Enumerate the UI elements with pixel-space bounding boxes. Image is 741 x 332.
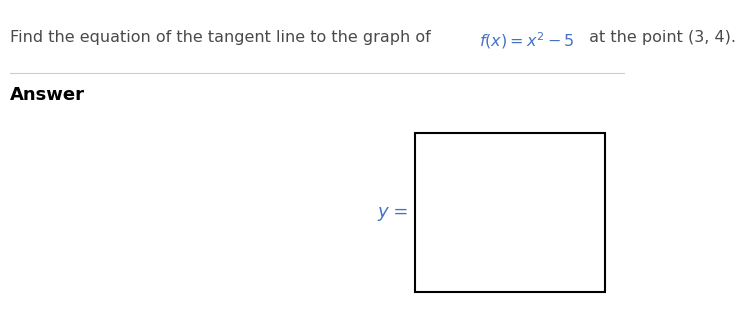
Text: at the point (3, 4).: at the point (3, 4). <box>585 30 737 45</box>
FancyBboxPatch shape <box>415 133 605 292</box>
Text: $f(x) = x^2 - 5$: $f(x) = x^2 - 5$ <box>479 30 574 50</box>
Text: y =: y = <box>377 204 408 221</box>
Text: Find the equation of the tangent line to the graph of: Find the equation of the tangent line to… <box>10 30 436 45</box>
Text: Answer: Answer <box>10 86 84 104</box>
